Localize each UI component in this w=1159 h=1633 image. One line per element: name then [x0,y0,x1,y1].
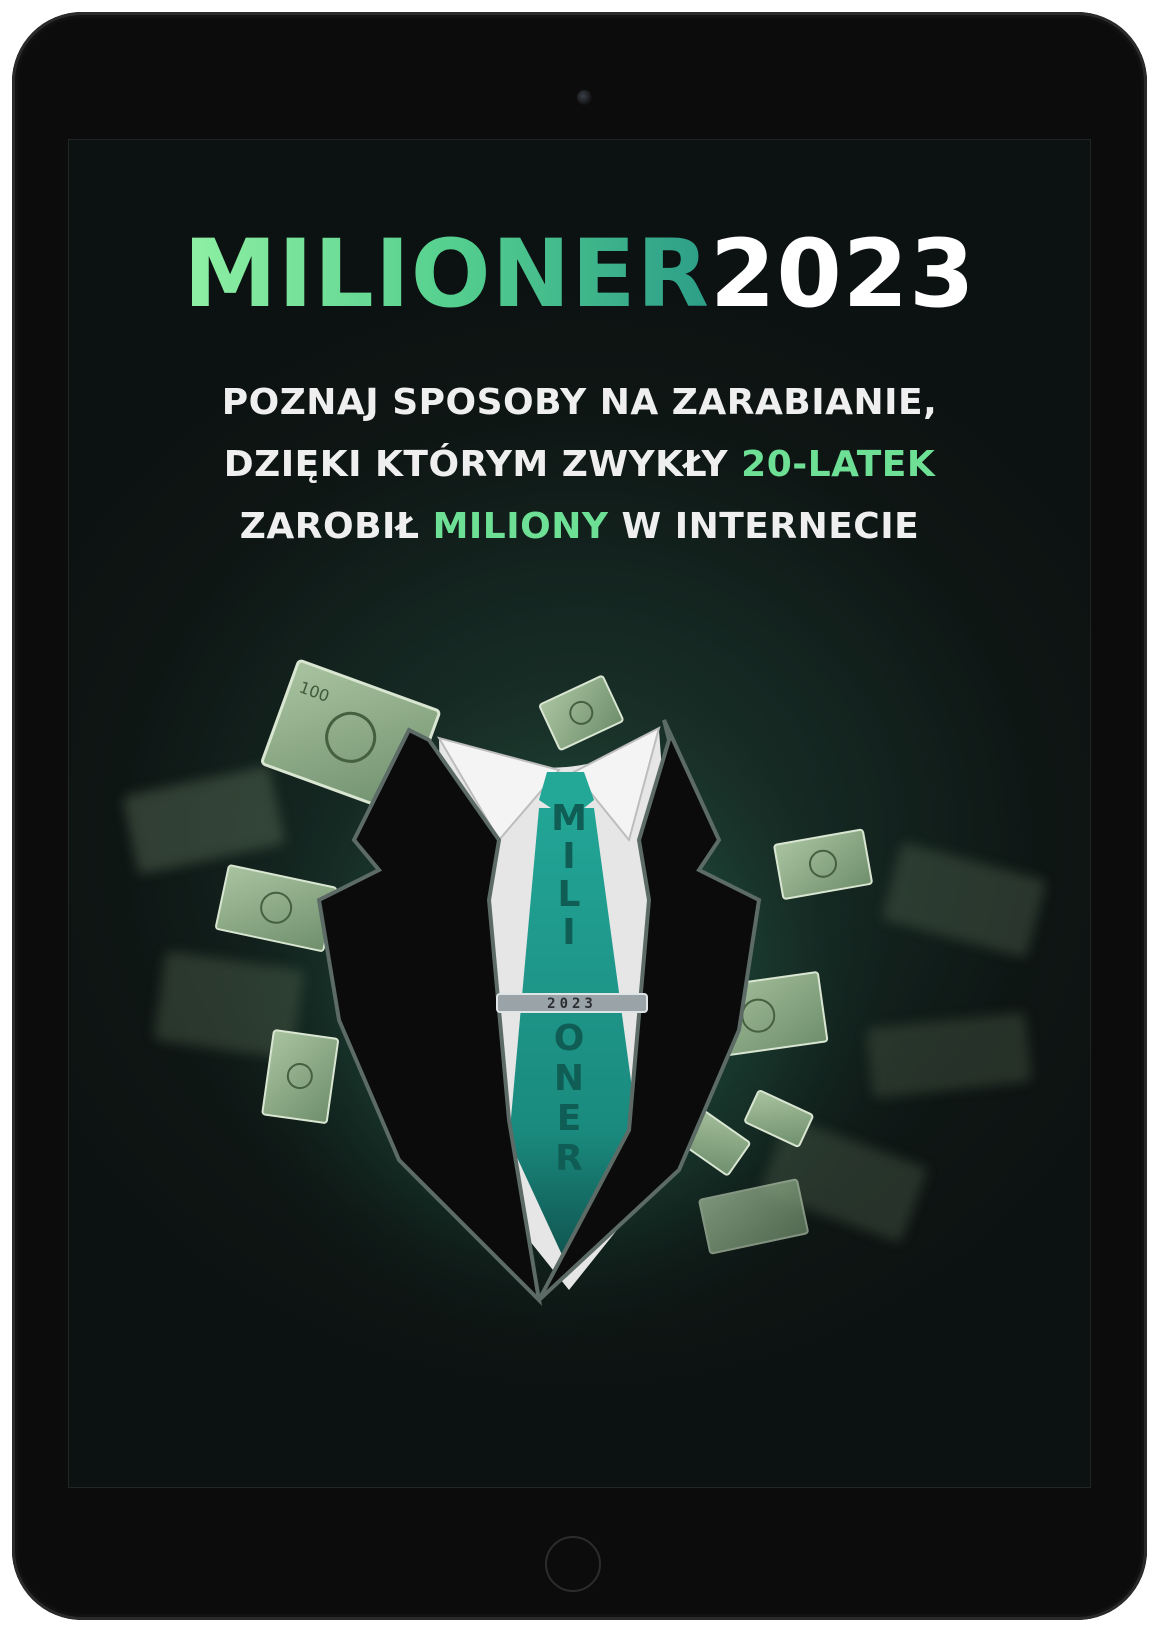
tie-letter: L [558,874,581,915]
subtitle-line-3-post: W INTERNECIE [608,506,920,547]
tie-clip: 2023 [496,993,648,1013]
tie-letter: N [554,1058,584,1099]
cover-title: MILIONER2023 [69,228,1090,322]
tie-letter: O [554,1018,585,1059]
subtitle-line-1: POZNAJ SPOSOBY NA ZARABIANIE, [221,382,938,423]
subtitle-line-3: ZAROBIŁ MILIONY W INTERNECIE [69,496,1090,558]
tie-letter: E [557,1098,582,1139]
home-button-icon[interactable] [545,1536,601,1592]
tie-clip-text: 2023 [547,996,597,1012]
subtitle-highlight-age: 20-LATEK [741,444,936,485]
tie [509,772,639,1270]
jacket-right-lapel [537,719,762,1302]
tablet-device: 100 [12,12,1147,1620]
tie-lettering: M I L I O N E R [551,798,587,1179]
suit-illustration: 100 [123,650,1046,1370]
jacket-left-lapel [316,727,542,1306]
background-bills [123,766,1046,1242]
tie-letter: R [555,1138,583,1179]
ebook-cover-screen: 100 [68,139,1091,1488]
front-camera-icon [577,90,592,105]
subtitle-line-2: DZIĘKI KTÓRYM ZWYKŁY 20-LATEK [69,434,1090,496]
subtitle-line-3-pre: ZAROBIŁ [239,506,433,547]
subtitle-highlight-millions: MILIONY [432,506,609,547]
tie-letter: I [562,836,575,877]
tie-letter: M [551,798,587,839]
subtitle-line-2-text: DZIĘKI KTÓRYM ZWYKŁY [223,444,742,485]
title-year: 2023 [709,220,976,329]
title-green: MILIONER [183,220,710,329]
cover-subtitle: POZNAJ SPOSOBY NA ZARABIANIE, DZIĘKI KTÓ… [69,372,1090,558]
tie-letter: I [562,912,575,953]
